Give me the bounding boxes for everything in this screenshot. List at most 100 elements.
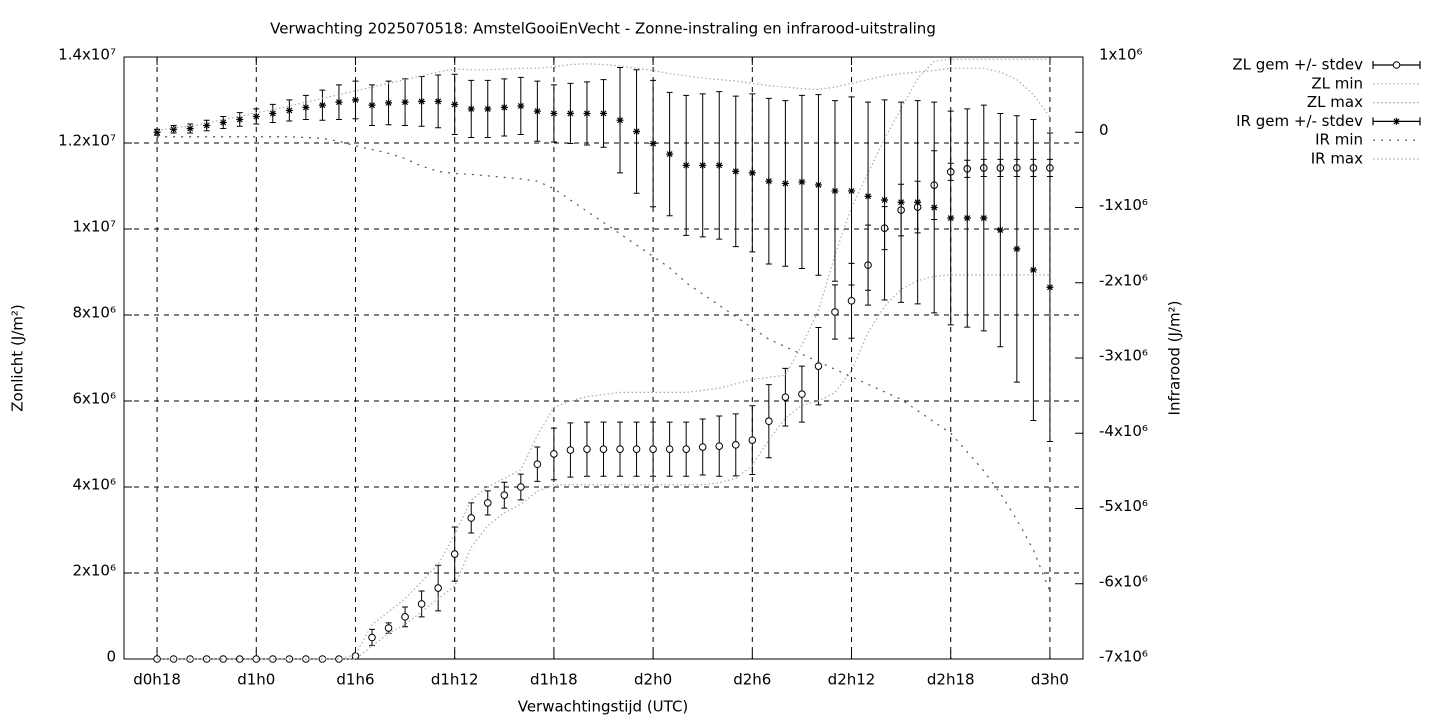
marker xyxy=(484,105,492,113)
marker xyxy=(715,442,724,450)
chart-title: Verwachting 2025070518: AmstelGooiEnVech… xyxy=(270,20,936,38)
marker xyxy=(649,445,657,453)
y2-axis-label: Infrarood (J/m²) xyxy=(1166,301,1184,416)
y-tick-label: 1.4x10⁷ xyxy=(58,46,116,64)
marker xyxy=(649,140,657,148)
legend-label: IR max xyxy=(1311,150,1363,168)
marker xyxy=(434,584,442,592)
marker xyxy=(269,109,277,117)
marker xyxy=(500,103,508,111)
marker xyxy=(1013,245,1021,253)
marker xyxy=(483,499,492,507)
marker xyxy=(765,417,773,426)
marker xyxy=(351,652,360,660)
legend-item: IR max xyxy=(1311,150,1420,168)
marker xyxy=(848,187,856,195)
marker xyxy=(1393,117,1400,125)
marker xyxy=(632,445,641,453)
y-tick-label: 1.2x10⁷ xyxy=(58,132,116,150)
marker xyxy=(980,214,988,222)
marker xyxy=(517,483,525,491)
y-tick-label: 8x10⁶ xyxy=(72,304,116,322)
marker xyxy=(1046,283,1054,291)
y2-tick-label: -5x10⁶ xyxy=(1099,497,1148,515)
legend-label: IR gem +/- stdev xyxy=(1236,112,1363,130)
marker xyxy=(814,362,823,370)
marker xyxy=(401,98,409,106)
marker xyxy=(450,550,459,558)
marker xyxy=(831,308,839,316)
marker xyxy=(930,204,938,211)
marker xyxy=(583,109,591,117)
y-tick-label: 2x10⁶ xyxy=(72,562,116,580)
y-tick-label: 0 xyxy=(106,648,116,666)
marker xyxy=(550,109,558,117)
x-tick-label: d2h12 xyxy=(828,671,876,689)
marker xyxy=(765,177,773,185)
legend-item: ZL gem +/- stdev xyxy=(1232,56,1421,74)
marker xyxy=(599,445,608,453)
marker xyxy=(963,214,971,222)
marker xyxy=(384,624,393,632)
marker xyxy=(451,100,459,108)
y2-tick-label: 1x10⁶ xyxy=(1099,46,1143,64)
marker xyxy=(219,118,227,126)
marker xyxy=(153,128,161,136)
marker xyxy=(566,109,574,117)
y-tick-label: 4x10⁶ xyxy=(72,476,116,494)
y2-tick-label: -7x10⁶ xyxy=(1099,648,1148,666)
marker xyxy=(583,445,591,453)
marker xyxy=(665,445,674,453)
marker xyxy=(252,655,261,663)
marker xyxy=(698,443,707,451)
marker xyxy=(533,107,541,115)
x-tick-label: d1h6 xyxy=(336,671,374,689)
marker xyxy=(864,192,872,200)
marker xyxy=(417,600,426,608)
x-tick-label: d1h12 xyxy=(431,671,479,689)
marker xyxy=(533,460,542,469)
marker xyxy=(467,514,476,522)
marker xyxy=(368,101,376,109)
y2-tick-label: -2x10⁶ xyxy=(1099,271,1148,289)
marker xyxy=(947,214,955,222)
marker xyxy=(798,390,806,398)
x-axis-label: Verwachtingstijd (UTC) xyxy=(518,698,689,716)
marker xyxy=(781,393,790,401)
marker xyxy=(385,99,393,107)
series-line xyxy=(157,136,1051,592)
marker xyxy=(715,161,723,169)
x-tick-label: d2h18 xyxy=(927,671,975,689)
legend-item: ZL max xyxy=(1307,93,1420,111)
marker xyxy=(731,441,740,449)
legend-label: ZL max xyxy=(1307,93,1363,111)
legend-item: IR min xyxy=(1315,131,1420,149)
y-tick-label: 1x10⁷ xyxy=(72,218,116,236)
marker xyxy=(318,101,326,109)
marker xyxy=(517,102,525,110)
marker xyxy=(831,187,839,195)
plot-border xyxy=(123,56,1084,660)
marker xyxy=(748,169,756,177)
marker xyxy=(418,97,426,105)
series-line xyxy=(156,63,1051,132)
marker xyxy=(236,115,244,123)
marker xyxy=(302,103,310,111)
x-tick-label: d3h0 xyxy=(1031,671,1069,689)
marker xyxy=(434,97,442,105)
marker xyxy=(732,167,740,175)
marker xyxy=(566,446,575,454)
series-line xyxy=(157,58,1050,660)
marker xyxy=(170,125,178,133)
marker xyxy=(401,613,409,621)
marker xyxy=(203,121,211,129)
marker xyxy=(682,161,690,169)
marker xyxy=(616,116,624,124)
legend-label: IR min xyxy=(1315,131,1363,149)
x-tick-label: d2h0 xyxy=(634,671,672,689)
marker xyxy=(335,98,343,106)
marker xyxy=(202,655,211,663)
marker xyxy=(814,181,822,189)
y2-tick-label: -4x10⁶ xyxy=(1099,422,1148,440)
